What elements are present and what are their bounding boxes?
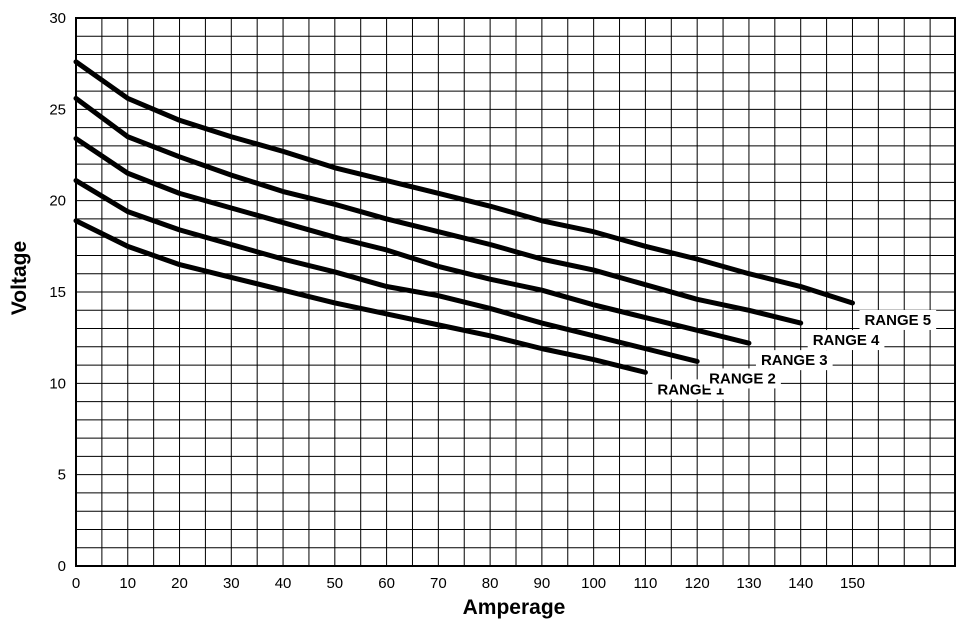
series-line-range-5 <box>73 59 855 306</box>
x-tick-label: 40 <box>275 575 292 592</box>
x-tick-labels: 0 10 20 30 40 50 60 70 80 90 100 110 120 130 140 150 <box>72 575 865 592</box>
range-label-background <box>807 330 885 351</box>
x-tick-label: 10 <box>119 575 136 592</box>
x-tick-label: 20 <box>171 575 188 592</box>
y-axis-title: Voltage <box>8 241 31 315</box>
y-tick-label: 0 <box>58 558 66 575</box>
series-line-range-3 <box>73 136 752 346</box>
x-tick-label: 100 <box>581 575 606 592</box>
range-label-2: RANGE 2 <box>709 370 776 387</box>
range-label-background <box>755 350 833 371</box>
range-label-5: RANGE 5 <box>864 312 931 329</box>
y-tick-label: 25 <box>49 101 66 118</box>
y-tick-label: 30 <box>49 10 66 27</box>
y-tick-labels: 0 5 10 15 20 25 30 <box>49 10 66 575</box>
x-tick-label: 70 <box>430 575 447 592</box>
x-tick-label: 140 <box>788 575 813 592</box>
y-tick-label: 5 <box>58 467 66 484</box>
y-tick-label: 20 <box>49 193 66 210</box>
range-label-3: RANGE 3 <box>761 352 828 369</box>
x-tick-label: 30 <box>223 575 240 592</box>
range-label-background <box>704 368 781 389</box>
series-lines <box>73 59 855 375</box>
x-tick-label: 90 <box>534 575 551 592</box>
x-tick-label: 150 <box>840 575 865 592</box>
series-line-range-4 <box>73 95 804 326</box>
range-label-background <box>859 309 937 330</box>
x-tick-label: 120 <box>685 575 710 592</box>
x-tick-label: 80 <box>482 575 499 592</box>
y-tick-label: 15 <box>49 284 66 301</box>
x-tick-label: 0 <box>72 575 80 592</box>
series-line-range-2 <box>73 178 700 364</box>
x-axis-title: Amperage <box>463 596 566 619</box>
x-tick-label: 50 <box>326 575 343 592</box>
x-tick-label: 130 <box>736 575 761 592</box>
x-tick-label: 110 <box>633 575 657 592</box>
x-tick-label: 60 <box>378 575 395 592</box>
range-label-4: RANGE 4 <box>813 332 880 349</box>
series-line-range-1 <box>73 218 648 375</box>
y-tick-label: 10 <box>49 375 66 392</box>
plot-frame <box>75 17 956 567</box>
